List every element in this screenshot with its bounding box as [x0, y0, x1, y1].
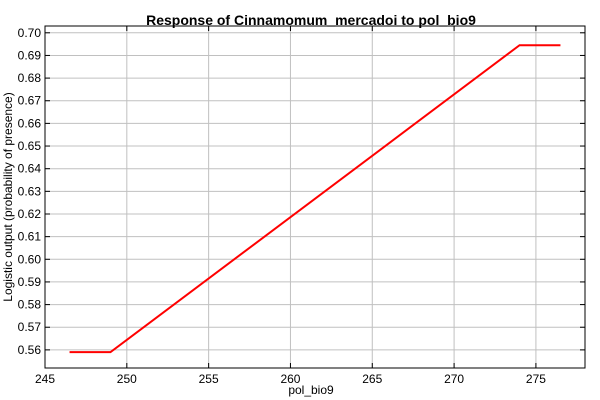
- x-tick-label: 250: [117, 372, 137, 386]
- x-axis-label: pol_bio9: [288, 383, 334, 397]
- y-tick-label: 0.66: [18, 116, 42, 130]
- y-tick-label: 0.69: [18, 48, 42, 62]
- y-tick-label: 0.60: [18, 252, 42, 266]
- y-tick-label: 0.57: [18, 320, 42, 334]
- y-tick-label: 0.61: [18, 230, 42, 244]
- y-tick-label: 0.67: [18, 94, 42, 108]
- series-line: [69, 44, 561, 354]
- y-tick-label: 0.65: [18, 139, 42, 153]
- x-ticks: 245 250 255 260 265 270 275: [35, 26, 546, 386]
- x-tick-label: 270: [444, 372, 464, 386]
- x-tick-label: 260: [280, 372, 300, 386]
- y-ticks: 0.56 0.57 0.58 0.59 0.60 0.61 0.62 0.63 0.64 0.65…: [18, 26, 585, 357]
- y-tick-label: 0.56: [18, 343, 42, 357]
- y-tick-label: 0.63: [18, 184, 42, 198]
- x-tick-label: 245: [35, 372, 55, 386]
- y-tick-label: 0.62: [18, 207, 42, 221]
- grid-layer: [45, 26, 585, 368]
- y-tick-label: 0.59: [18, 275, 42, 289]
- y-tick-label: 0.58: [18, 298, 42, 312]
- x-tick-label: 255: [199, 372, 219, 386]
- x-tick-label: 275: [526, 372, 546, 386]
- y-tick-label: 0.64: [18, 162, 42, 176]
- series-layer: [69, 44, 561, 354]
- y-axis-label: Logistic output (probability of presence…: [1, 92, 15, 301]
- chart-title: Response of Cinnamomum_mercadoi to pol_b…: [146, 12, 476, 28]
- y-tick-label: 0.70: [18, 26, 42, 40]
- x-tick-label: 265: [362, 372, 382, 386]
- y-tick-label: 0.68: [18, 71, 42, 85]
- plot-frame: [44, 25, 586, 369]
